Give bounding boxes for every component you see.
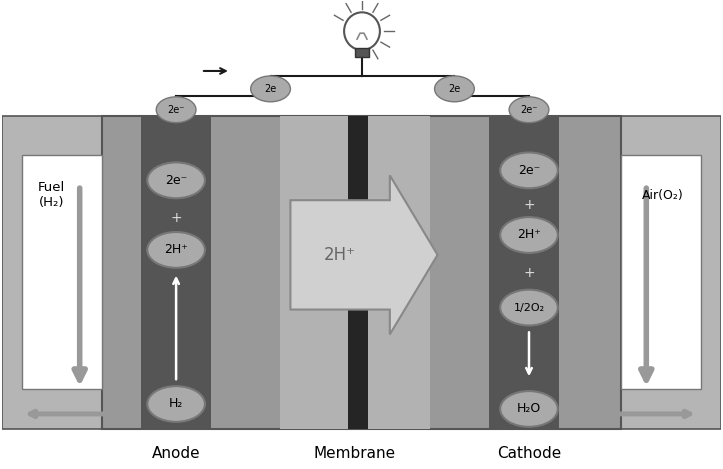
Ellipse shape: [147, 386, 205, 422]
Text: 2e⁻: 2e⁻: [521, 105, 538, 115]
Ellipse shape: [509, 97, 549, 123]
Text: Cathode: Cathode: [497, 446, 561, 461]
Text: 2e: 2e: [265, 84, 277, 94]
Bar: [622, 116, 721, 429]
Bar: [355, 48, 369, 57]
Bar: [141, 116, 211, 429]
Bar: [489, 116, 559, 429]
Bar: [348, 116, 368, 429]
Text: 1/2O₂: 1/2O₂: [513, 303, 544, 312]
Text: +: +: [171, 211, 182, 225]
Ellipse shape: [500, 217, 558, 253]
Ellipse shape: [500, 290, 558, 325]
Bar: [281, 116, 429, 429]
Text: 2e⁻: 2e⁻: [168, 105, 185, 115]
Text: Fuel
(H₂): Fuel (H₂): [38, 181, 66, 209]
Ellipse shape: [344, 12, 380, 50]
Bar: [622, 155, 701, 389]
Ellipse shape: [147, 162, 205, 198]
Bar: [101, 116, 622, 429]
Text: H₂O: H₂O: [517, 402, 541, 416]
Text: 2H⁺: 2H⁺: [517, 228, 541, 242]
Ellipse shape: [500, 152, 558, 188]
Text: 2e: 2e: [448, 84, 461, 94]
Text: Anode: Anode: [152, 446, 200, 461]
Text: 2H⁺: 2H⁺: [164, 243, 188, 257]
Text: Membrane: Membrane: [314, 446, 396, 461]
Text: Air(O₂): Air(O₂): [642, 189, 684, 202]
Ellipse shape: [147, 232, 205, 268]
Bar: [22, 155, 101, 389]
Ellipse shape: [435, 76, 474, 102]
Text: H₂: H₂: [169, 398, 184, 410]
Text: +: +: [523, 266, 535, 280]
Ellipse shape: [500, 391, 558, 427]
Bar: [2, 116, 101, 429]
Text: 2H⁺: 2H⁺: [324, 246, 356, 264]
Ellipse shape: [156, 97, 196, 123]
Text: 2e⁻: 2e⁻: [518, 164, 540, 177]
Polygon shape: [291, 175, 437, 334]
Text: 2e⁻: 2e⁻: [165, 174, 187, 187]
Text: +: +: [523, 198, 535, 212]
Ellipse shape: [251, 76, 291, 102]
